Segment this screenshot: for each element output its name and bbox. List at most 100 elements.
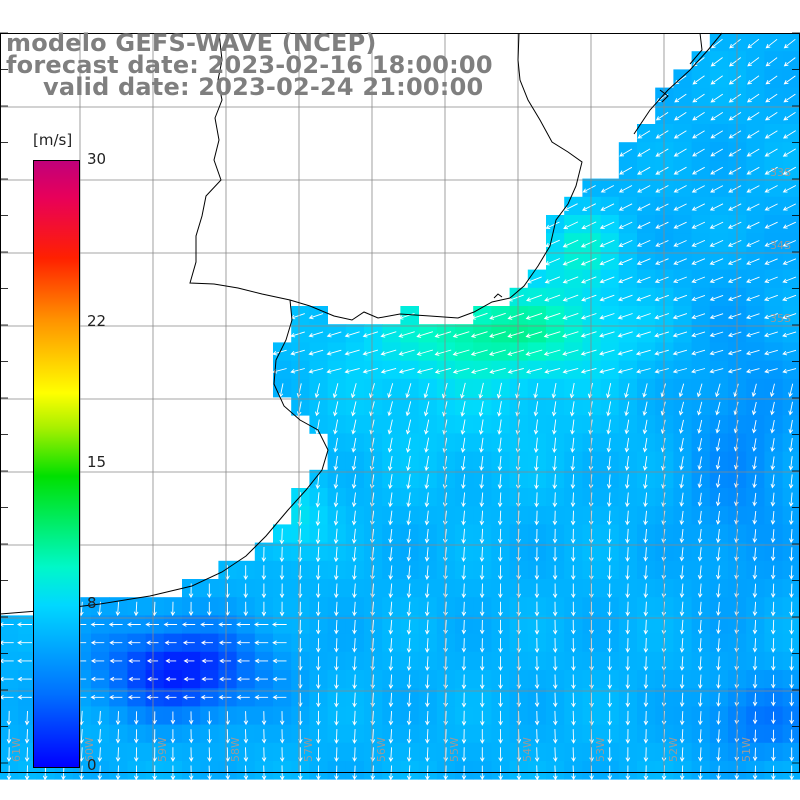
wind-arrow xyxy=(552,528,558,544)
wind-arrow xyxy=(710,75,723,85)
wind-arrow xyxy=(543,349,561,356)
wind-arrow xyxy=(643,674,649,690)
longitude-label: 57W xyxy=(302,737,315,762)
wind-arrow xyxy=(589,729,594,744)
wind-arrow xyxy=(416,349,434,356)
wind-arrow xyxy=(526,294,543,302)
wind-arrow xyxy=(351,546,357,563)
wind-arrow xyxy=(764,258,778,265)
wind-arrow xyxy=(351,492,357,508)
wind-arrow xyxy=(334,692,339,708)
wind-arrow xyxy=(370,710,376,726)
wind-arrow xyxy=(352,656,357,671)
wind-arrow xyxy=(709,294,724,301)
wind-arrow xyxy=(461,601,467,617)
wind-arrow xyxy=(710,166,724,175)
wind-arrow xyxy=(0,676,14,682)
wind-arrow xyxy=(589,692,594,708)
wind-arrow xyxy=(443,674,448,690)
wind-arrow xyxy=(618,221,633,229)
wind-arrow xyxy=(352,710,357,726)
wind-arrow xyxy=(525,331,543,338)
wind-arrow xyxy=(533,419,539,435)
wind-arrow xyxy=(516,692,522,708)
wind-arrow xyxy=(599,276,615,284)
wind-arrow xyxy=(406,455,411,472)
wind-arrow xyxy=(673,240,687,247)
wind-arrow xyxy=(570,474,576,490)
wind-arrow xyxy=(562,312,579,320)
wind-arrow xyxy=(679,547,685,562)
wind-arrow xyxy=(388,601,394,617)
wind-arrow xyxy=(425,692,430,708)
wind-arrow xyxy=(534,547,540,562)
wind-arrow xyxy=(709,276,724,283)
wind-arrow xyxy=(752,583,758,598)
wind-arrow xyxy=(424,455,429,472)
wind-arrow xyxy=(709,239,724,247)
wind-arrow xyxy=(643,474,648,490)
wind-arrow xyxy=(127,695,141,700)
wind-arrow xyxy=(207,583,212,599)
wind-arrow xyxy=(443,710,448,726)
wind-arrow xyxy=(316,710,321,726)
wind-arrow xyxy=(589,638,594,653)
wind-arrow xyxy=(133,729,139,744)
wind-arrow xyxy=(624,456,630,471)
wind-arrow xyxy=(470,331,488,338)
wind-arrow xyxy=(691,221,706,229)
wind-arrow xyxy=(607,565,612,581)
wind-arrow xyxy=(764,203,778,211)
wind-arrow xyxy=(697,583,703,598)
wind-arrow xyxy=(489,312,506,320)
wind-arrow xyxy=(452,367,470,374)
wind-arrow xyxy=(17,658,32,664)
wind-arrow xyxy=(679,438,684,453)
wind-arrow xyxy=(552,583,558,599)
wind-arrow xyxy=(728,148,742,157)
wind-arrow xyxy=(200,640,213,645)
wind-arrow xyxy=(315,601,321,617)
wind-arrow xyxy=(655,148,669,157)
wind-arrow xyxy=(752,674,758,689)
wind-arrow xyxy=(710,185,724,193)
wind-arrow xyxy=(261,729,267,744)
wind-arrow xyxy=(606,510,612,526)
wind-arrow xyxy=(0,640,14,645)
wind-arrow xyxy=(728,203,742,211)
wind-arrow xyxy=(17,640,32,645)
wind-arrow xyxy=(782,276,797,283)
wind-arrow xyxy=(679,674,685,690)
wind-arrow xyxy=(254,676,268,682)
wind-arrow xyxy=(507,367,524,374)
wind-arrow xyxy=(290,331,305,338)
wind-arrow xyxy=(109,695,123,700)
wind-arrow xyxy=(674,112,687,121)
wind-arrow xyxy=(516,528,521,544)
wind-arrow xyxy=(507,312,525,320)
wind-arrow xyxy=(236,622,250,627)
wind-arrow xyxy=(716,638,721,653)
wind-arrow xyxy=(443,729,448,744)
wind-arrow xyxy=(625,710,631,726)
wind-arrow xyxy=(769,383,775,398)
wind-arrow xyxy=(715,565,721,580)
wind-arrow xyxy=(24,747,30,763)
wind-arrow xyxy=(388,510,393,526)
wind-arrow xyxy=(461,474,466,490)
wind-arrow xyxy=(563,203,578,211)
wind-arrow xyxy=(715,420,721,434)
wind-arrow xyxy=(606,492,612,508)
wind-arrow xyxy=(727,239,742,247)
wind-arrow xyxy=(746,240,760,247)
wind-arrow xyxy=(398,312,415,320)
forecast-date: forecast date: 2023-02-16 18:00:00 xyxy=(6,51,493,79)
wind-arrow xyxy=(533,401,539,417)
wind-arrow xyxy=(516,565,521,580)
wind-arrow xyxy=(108,622,123,627)
longitude-label: 52W xyxy=(667,737,680,762)
wind-arrow xyxy=(497,437,503,453)
wind-arrow xyxy=(655,221,669,229)
wind-arrow xyxy=(746,185,760,193)
wind-arrow xyxy=(460,437,466,453)
